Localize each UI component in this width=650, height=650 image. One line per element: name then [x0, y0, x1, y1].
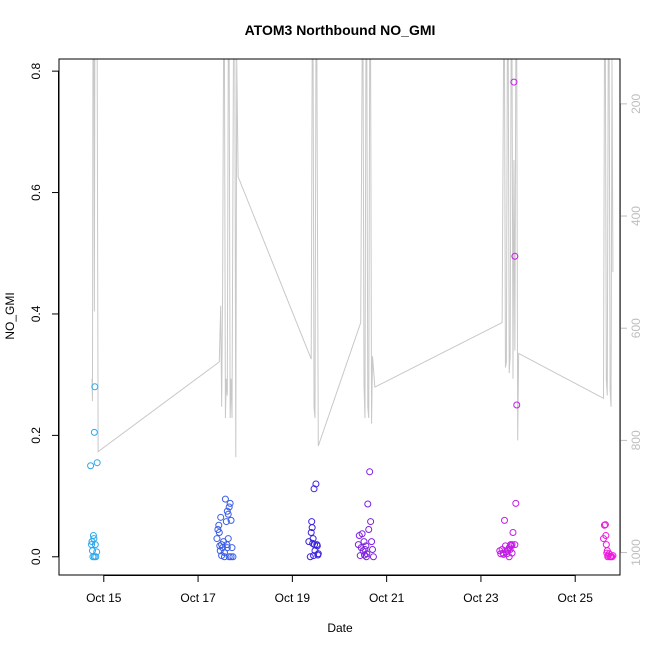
- data-point: [311, 541, 319, 549]
- chart-title: ATOM3 Northbound NO_GMI: [245, 22, 436, 38]
- data-point: [312, 480, 320, 488]
- points-layer: [87, 78, 617, 561]
- data-point: [609, 552, 617, 560]
- x-axis-label: Date: [327, 621, 353, 635]
- data-point: [369, 546, 376, 553]
- x-tick-label: Oct 23: [463, 591, 499, 605]
- data-point: [314, 551, 322, 559]
- data-point: [310, 552, 318, 560]
- y-tick-label: 0.0: [29, 548, 43, 565]
- data-point: [227, 516, 235, 524]
- data-point: [225, 503, 233, 511]
- data-point: [228, 544, 236, 552]
- data-point: [602, 532, 610, 540]
- data-point: [512, 499, 520, 507]
- y-tick-label: 0.8: [29, 62, 43, 79]
- data-point: [223, 507, 231, 515]
- data-point: [90, 428, 98, 436]
- data-point: [215, 529, 223, 537]
- right-tick-label: 1000: [629, 539, 643, 566]
- data-point: [364, 500, 372, 508]
- data-point: [224, 535, 232, 543]
- data-point: [511, 252, 519, 260]
- data-point: [224, 510, 232, 518]
- data-point: [91, 541, 99, 549]
- data-point: [501, 516, 508, 524]
- data-point: [510, 78, 518, 86]
- data-point: [89, 532, 97, 540]
- data-point: [215, 521, 223, 529]
- data-point: [221, 495, 229, 503]
- data-point: [360, 538, 368, 546]
- right-tick-label: 600: [629, 318, 643, 338]
- data-point: [93, 459, 101, 467]
- data-point: [365, 525, 373, 533]
- data-point: [511, 541, 519, 549]
- data-point: [213, 535, 221, 543]
- data-point: [509, 529, 517, 537]
- right-tick-label: 200: [629, 94, 643, 114]
- data-point: [362, 553, 370, 561]
- x-tick-label: Oct 15: [86, 591, 122, 605]
- data-point: [361, 546, 369, 553]
- x-tick-label: Oct 21: [369, 591, 405, 605]
- data-point: [506, 546, 514, 553]
- data-point: [507, 541, 515, 549]
- data-point: [90, 553, 98, 561]
- x-tick-label: Oct 17: [180, 591, 216, 605]
- data-point: [367, 518, 375, 526]
- data-point: [508, 549, 516, 557]
- y-tick-label: 0.4: [29, 305, 43, 322]
- data-point: [601, 521, 609, 529]
- data-point: [369, 553, 377, 561]
- data-point: [91, 383, 99, 391]
- data-point: [360, 551, 368, 559]
- x-tick-label: Oct 25: [558, 591, 594, 605]
- data-point: [306, 553, 314, 561]
- y-axis-label: NO_GMI: [3, 292, 17, 339]
- data-point: [308, 524, 316, 532]
- right-tick-label: 800: [629, 430, 643, 450]
- data-point: [513, 401, 521, 409]
- y-tick-label: 0.2: [29, 427, 43, 444]
- data-point: [307, 529, 315, 537]
- data-point: [362, 542, 370, 550]
- data-point: [608, 553, 616, 561]
- data-point: [217, 513, 225, 521]
- data-point: [225, 553, 233, 561]
- data-point: [222, 518, 230, 526]
- y-tick-label: 0.6: [29, 184, 43, 201]
- data-point: [368, 538, 376, 546]
- data-point: [604, 553, 612, 561]
- data-point: [503, 550, 511, 558]
- right-tick-label: 400: [629, 206, 643, 226]
- data-point: [88, 541, 96, 549]
- data-point: [358, 530, 366, 538]
- data-point: [226, 499, 234, 507]
- data-point: [216, 547, 224, 555]
- data-point: [366, 468, 374, 476]
- x-tick-label: Oct 19: [275, 591, 311, 605]
- data-point: [223, 544, 231, 552]
- data-point: [87, 462, 95, 470]
- data-point: [227, 553, 235, 561]
- data-point: [499, 549, 507, 557]
- data-point: [603, 549, 611, 557]
- plot-frame: [58, 58, 621, 576]
- data-point: [220, 553, 228, 561]
- data-point: [229, 553, 237, 561]
